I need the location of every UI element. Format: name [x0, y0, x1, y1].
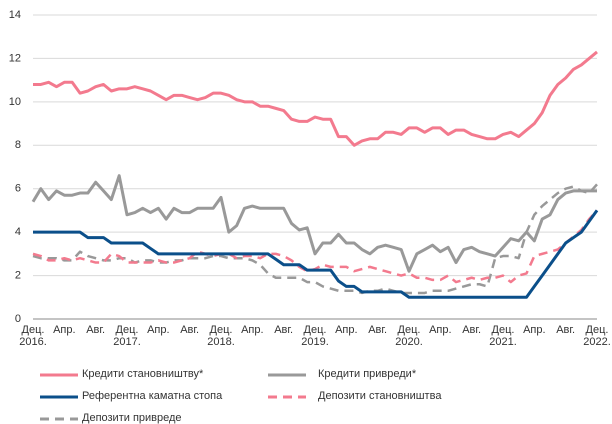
legend-label: Кредити привреди* [318, 368, 417, 380]
y-tick-label: 4 [15, 226, 21, 238]
x-tick-label: Апр. [53, 324, 76, 336]
x-tick-label: Дец. 2021. [489, 324, 517, 348]
y-tick-label: 6 [15, 183, 21, 195]
x-tick-label: Дец. 2019. [301, 324, 329, 348]
x-tick-label: Дец. 2016. [19, 324, 47, 348]
x-tick-label: Авг. [556, 324, 576, 336]
x-tick-label: Апр. [241, 324, 264, 336]
y-tick-label: 8 [15, 139, 21, 151]
x-tick-label: Дец. 2022. [583, 324, 611, 348]
x-tick-label: Дец. 2017. [113, 324, 141, 348]
x-tick-label: Авг. [368, 324, 388, 336]
x-tick-label: Апр. [429, 324, 452, 336]
x-tick-label: Апр. [335, 324, 358, 336]
series-line [31, 174, 597, 273]
x-tick-label: Авг. [274, 324, 294, 336]
x-tick-label: Авг. [180, 324, 200, 336]
legend-label: Депозити привреде [82, 412, 182, 424]
x-tick-label: Дец. 2020. [395, 324, 423, 348]
series-line [33, 50, 598, 147]
series-line [32, 183, 598, 295]
legend-label: Кредити становништву* [82, 368, 204, 380]
x-tick-label: Авг. [86, 324, 106, 336]
series-line [33, 209, 599, 299]
x-tick-label: Авг. [462, 324, 482, 336]
x-tick-label: Апр. [523, 324, 546, 336]
legend-label: Депозити становништва [318, 390, 442, 402]
x-tick-label: Апр. [147, 324, 170, 336]
legend-label: Референтна каматна стопа [82, 390, 223, 402]
x-tick-label: Дец. 2018. [207, 324, 235, 348]
y-tick-label: 0 [15, 313, 21, 325]
y-tick-label: 12 [9, 52, 21, 64]
y-tick-label: 2 [15, 269, 21, 281]
y-tick-label: 14 [9, 9, 21, 21]
y-tick-label: 10 [9, 96, 21, 108]
